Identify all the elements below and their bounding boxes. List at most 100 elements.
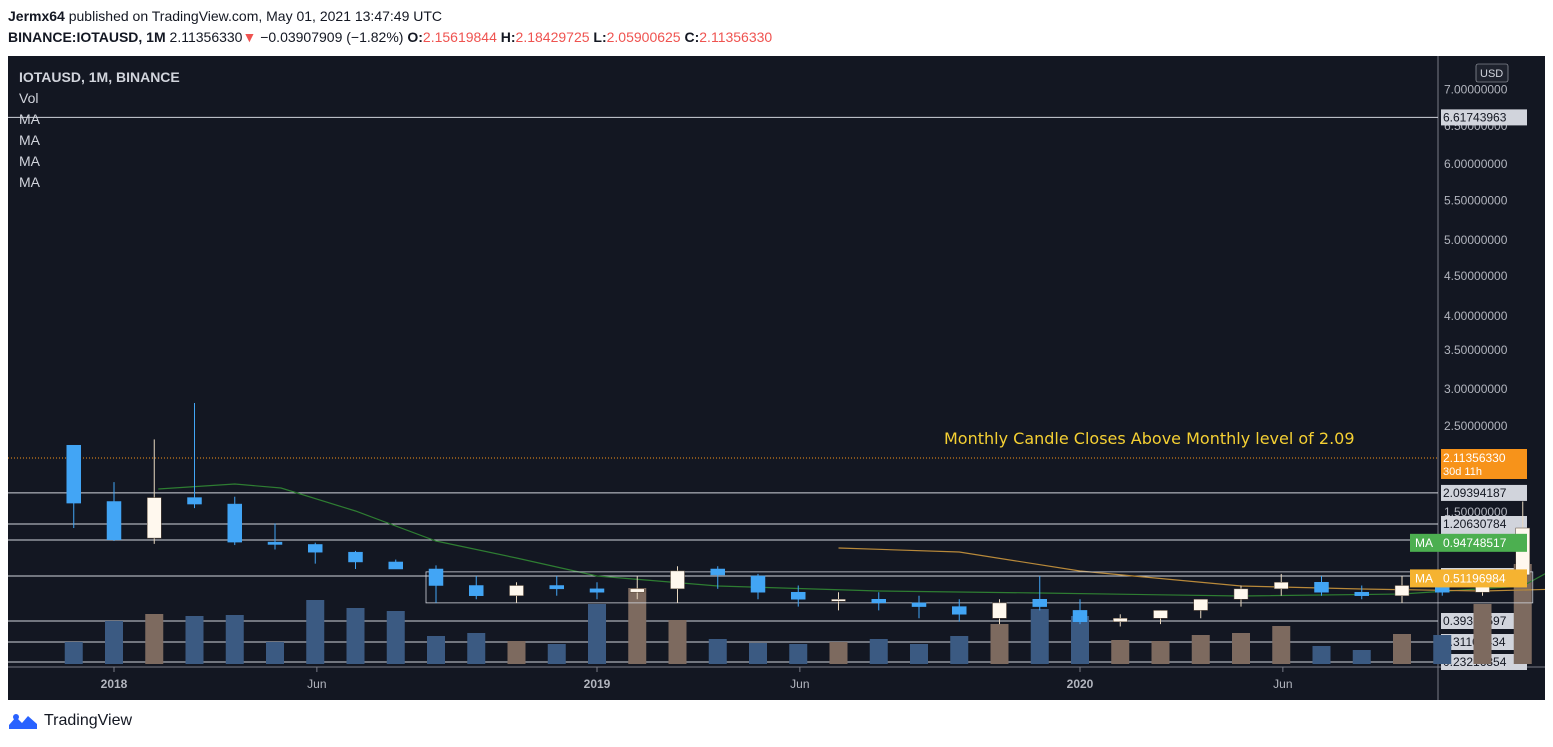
volume-bar xyxy=(990,624,1009,664)
volume-bars xyxy=(64,564,1532,664)
legend-ma-2[interactable]: MA xyxy=(19,132,40,148)
volume-bar xyxy=(668,620,687,664)
candle-body xyxy=(871,599,886,604)
legend-ma-4[interactable]: MA xyxy=(19,174,40,190)
ma-tag-value: 0.51196984 xyxy=(1443,571,1506,585)
candle-body xyxy=(469,585,484,596)
chart-panel[interactable]: 7.00000000 6.50000000 6.00000000 5.50000000… xyxy=(8,56,1545,700)
volume-bar xyxy=(1030,609,1049,664)
volume-bar xyxy=(507,641,526,664)
chart-annotation: Monthly Candle Closes Above Monthly leve… xyxy=(944,429,1355,448)
volume-bar xyxy=(910,644,928,664)
price-tick-label: 2.50000000 xyxy=(1444,419,1508,433)
footer-brand[interactable]: TradingView xyxy=(8,712,132,730)
volume-bar xyxy=(467,633,486,664)
volume-bar xyxy=(1352,650,1371,664)
price-tick-label: 4.00000000 xyxy=(1444,309,1508,323)
down-arrow-icon: ▼ xyxy=(242,29,257,45)
volume-bar xyxy=(386,611,405,664)
legend-vol[interactable]: Vol xyxy=(19,90,39,106)
candle-body xyxy=(147,497,162,539)
high-label: H: xyxy=(500,29,516,45)
candle-body xyxy=(992,602,1007,619)
ma-price-tag xyxy=(1410,533,1527,552)
low-value: 2.05900625 xyxy=(606,29,681,45)
candle-body xyxy=(267,541,283,545)
close-value: 2.11356330 xyxy=(699,29,773,45)
candle-body xyxy=(791,591,806,600)
candle-body xyxy=(1233,588,1249,600)
last-price: 2.11356330 xyxy=(169,29,243,45)
currency-label: USD xyxy=(1480,68,1503,80)
volume-bar xyxy=(1191,635,1210,664)
time-axis-ticks: 2018Jun2019Jun2020Jun2021Jun2022Jun2023J… xyxy=(101,667,1293,691)
currency-badge xyxy=(1475,63,1509,83)
volume-bar xyxy=(1393,634,1411,664)
price-tick-label: 7.00000000 xyxy=(1444,82,1508,96)
legend-ma-1[interactable]: MA xyxy=(19,111,40,127)
moving-average-slow xyxy=(838,547,1545,592)
publish-info: Jermx64 published on TradingView.com, Ma… xyxy=(8,8,442,24)
open-label: O: xyxy=(407,29,423,45)
ma-price-tag xyxy=(1410,569,1527,588)
ma-tag-label: MA xyxy=(1415,536,1433,550)
low-label: L: xyxy=(593,29,607,45)
candle-body xyxy=(308,544,323,553)
volume-bar xyxy=(547,644,566,664)
time-tick-label: Jun xyxy=(1273,677,1292,691)
ma-tag-label: MA xyxy=(1415,571,1433,585)
volume-bar xyxy=(1312,646,1331,664)
chart-legend: IOTAUSD, 1M, BINANCE Vol MA MA MA MA xyxy=(19,67,180,193)
volume-bar xyxy=(266,642,284,664)
level-tag-label: 2.09394187 xyxy=(1443,486,1507,500)
candle-body xyxy=(1314,581,1329,593)
level-tag xyxy=(1441,515,1527,532)
time-tick-label: Jun xyxy=(307,677,326,691)
candle-body xyxy=(66,444,81,504)
volume-bar xyxy=(427,636,445,664)
candle-body xyxy=(710,568,725,576)
author-name[interactable]: Jermx64 xyxy=(8,8,65,24)
volume-bar xyxy=(1272,626,1291,664)
volume-bar xyxy=(588,604,606,664)
candle-body xyxy=(348,551,363,563)
candle-body xyxy=(1394,585,1410,596)
tradingview-logo-icon xyxy=(9,714,37,729)
candle-body xyxy=(630,588,645,593)
volume-bar xyxy=(185,616,204,664)
bar-countdown: 30d 11h xyxy=(1443,466,1482,478)
volume-bar xyxy=(708,639,727,664)
price-tick-label: 3.50000000 xyxy=(1444,343,1508,357)
candle-body xyxy=(1153,610,1168,619)
last-price-value: 2.11356330 xyxy=(1443,451,1506,465)
candle-body xyxy=(509,585,524,596)
volume-bar xyxy=(346,608,365,664)
volume-bar xyxy=(829,642,848,664)
volume-bar xyxy=(1232,633,1250,664)
ohlc-header: BINANCE:IOTAUSD, 1M 2.11356330▼ −0.03907… xyxy=(8,29,772,45)
candle-body xyxy=(911,602,927,607)
candle-body xyxy=(428,568,444,586)
last-price-tag xyxy=(1441,449,1527,479)
moving-average-fast xyxy=(158,483,1545,597)
legend-ma-3[interactable]: MA xyxy=(19,153,40,169)
level-tag xyxy=(1441,109,1527,126)
time-tick-label: 2018 xyxy=(101,677,128,691)
candle-body xyxy=(1193,599,1208,611)
volume-bar xyxy=(1071,616,1089,664)
level-tag-label: 1.20630784 xyxy=(1443,517,1507,531)
volume-bar xyxy=(225,615,244,664)
legend-title: IOTAUSD, 1M, BINANCE xyxy=(19,69,180,85)
price-tick-label: 6.00000000 xyxy=(1444,157,1508,171)
candle-body xyxy=(388,561,403,570)
ma-tag-value: 0.94748517 xyxy=(1443,536,1507,550)
volume-bar xyxy=(1513,564,1532,664)
publish-text: published on TradingView.com, May 01, 20… xyxy=(68,8,443,24)
volume-bar xyxy=(64,642,83,664)
volume-bar xyxy=(1473,604,1492,664)
volume-bar xyxy=(950,636,969,664)
volume-bar xyxy=(1433,635,1452,664)
candle-body xyxy=(831,599,846,602)
candle-body xyxy=(952,606,967,615)
price-chart[interactable]: 7.000000006.500000006.000000005.50000000… xyxy=(8,56,1545,700)
